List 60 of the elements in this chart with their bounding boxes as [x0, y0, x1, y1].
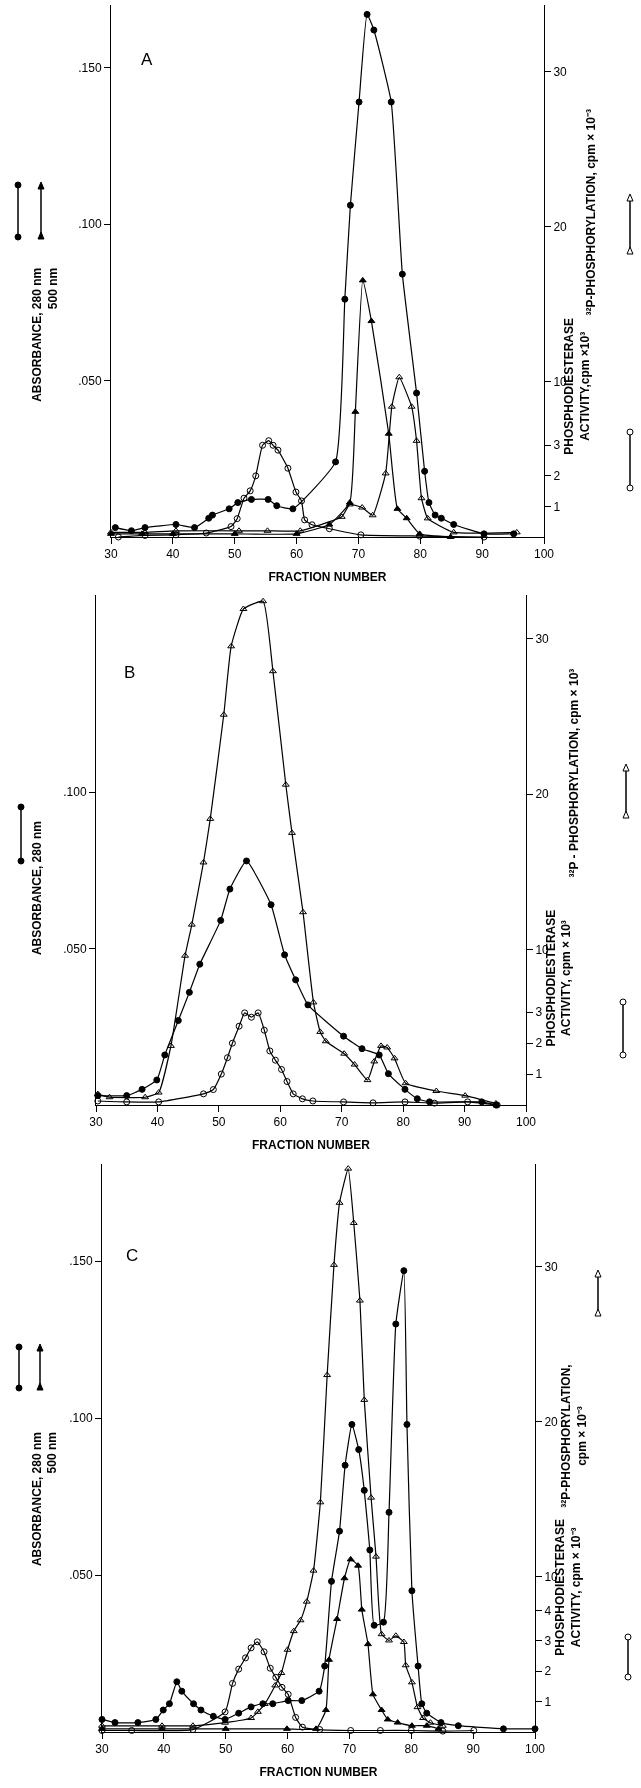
- x-tick-label: 40: [157, 1742, 171, 1757]
- y2-tick-label: 30: [553, 64, 568, 79]
- y-tick-label: .050: [69, 1568, 93, 1583]
- y2-axis-title: ³²P-PHOSPHORYLATION, cpm × 10⁻³: [559, 1364, 589, 1508]
- x-tick-label: 90: [457, 1115, 472, 1130]
- text: C: [126, 1246, 139, 1265]
- y-axis-title: ABSORBANCE, 280 nm: [29, 821, 44, 956]
- y-tick-label: .100: [78, 217, 102, 232]
- y3-tick-label: 4: [544, 1603, 552, 1618]
- x-tick-label: 40: [150, 1115, 165, 1130]
- y2-axis-title: ³²P-PHOSPHORYLATION, cpm × 10⁻³: [583, 109, 598, 316]
- y3-tick-label: 3: [544, 1634, 552, 1649]
- y2-tick-label: 20: [544, 1414, 559, 1429]
- y3-tick-label: 1: [535, 1067, 543, 1082]
- y3-tick-label: 2: [544, 1664, 552, 1679]
- x-tick-label: 50: [228, 547, 242, 562]
- text: B: [124, 663, 136, 682]
- y-axis-title: ABSORBANCE, 280 nm 500 nm: [30, 267, 60, 402]
- x-tick-label: 50: [212, 1115, 226, 1130]
- x-tick-label: 30: [104, 547, 118, 562]
- y3-tick-label: 2: [553, 469, 561, 484]
- x-tick-label: 100: [533, 547, 555, 562]
- x-tick-label: 90: [466, 1742, 481, 1757]
- x-tick-label: 100: [515, 1115, 537, 1130]
- y2-tick-label: 20: [553, 220, 568, 234]
- x-tick-label: 90: [475, 547, 490, 562]
- y3-tick-label: 2: [535, 1036, 543, 1051]
- x-tick-label: 30: [89, 1115, 103, 1130]
- x-axis-title: FRACTION NUMBER: [268, 570, 387, 585]
- y-axis-title: ABSORBANCE, 280 nm 500 nm: [29, 1432, 60, 1567]
- x-tick-label: 70: [342, 1742, 357, 1757]
- y3-tick-label: 1: [553, 499, 561, 514]
- x-tick-label: 70: [335, 1115, 349, 1130]
- y-tick-label: .050: [63, 941, 87, 956]
- x-tick-label: 50: [219, 1742, 233, 1757]
- y-tick-label: .100: [69, 1411, 93, 1426]
- x-tick-label: 40: [166, 547, 180, 562]
- y-tick-label: .100: [63, 785, 87, 800]
- y2-tick-label: 30: [535, 631, 550, 646]
- y-tick-label: .050: [78, 373, 102, 388]
- y2-tick-label: 30: [544, 1259, 559, 1274]
- x-tick-label: 70: [351, 547, 366, 562]
- x-tick-label: 80: [413, 547, 428, 562]
- x-tick-label: 60: [280, 1742, 295, 1757]
- y-tick-label: .150: [69, 1254, 93, 1269]
- x-axis-title: FRACTION NUMBER: [252, 1138, 371, 1153]
- x-tick-label: 60: [289, 547, 304, 562]
- x-tick-label: 100: [524, 1742, 546, 1757]
- x-tick-label: 80: [396, 1115, 411, 1130]
- y2-tick-label: 20: [535, 787, 550, 802]
- y-tick-label: .150: [78, 60, 102, 75]
- text: A: [141, 50, 153, 69]
- y3-tick-label: 1: [544, 1694, 552, 1709]
- x-tick-label: 60: [273, 1115, 288, 1130]
- y3-tick-label: 3: [535, 1005, 543, 1020]
- y2-axis-title: ³²P - PHOSPHORYLATION, cpm × 10³: [566, 668, 581, 878]
- x-axis-title: FRACTION NUMBER: [259, 1765, 378, 1780]
- x-tick-label: 30: [95, 1742, 109, 1757]
- x-tick-label: 80: [404, 1742, 419, 1757]
- y3-tick-label: 3: [553, 438, 561, 453]
